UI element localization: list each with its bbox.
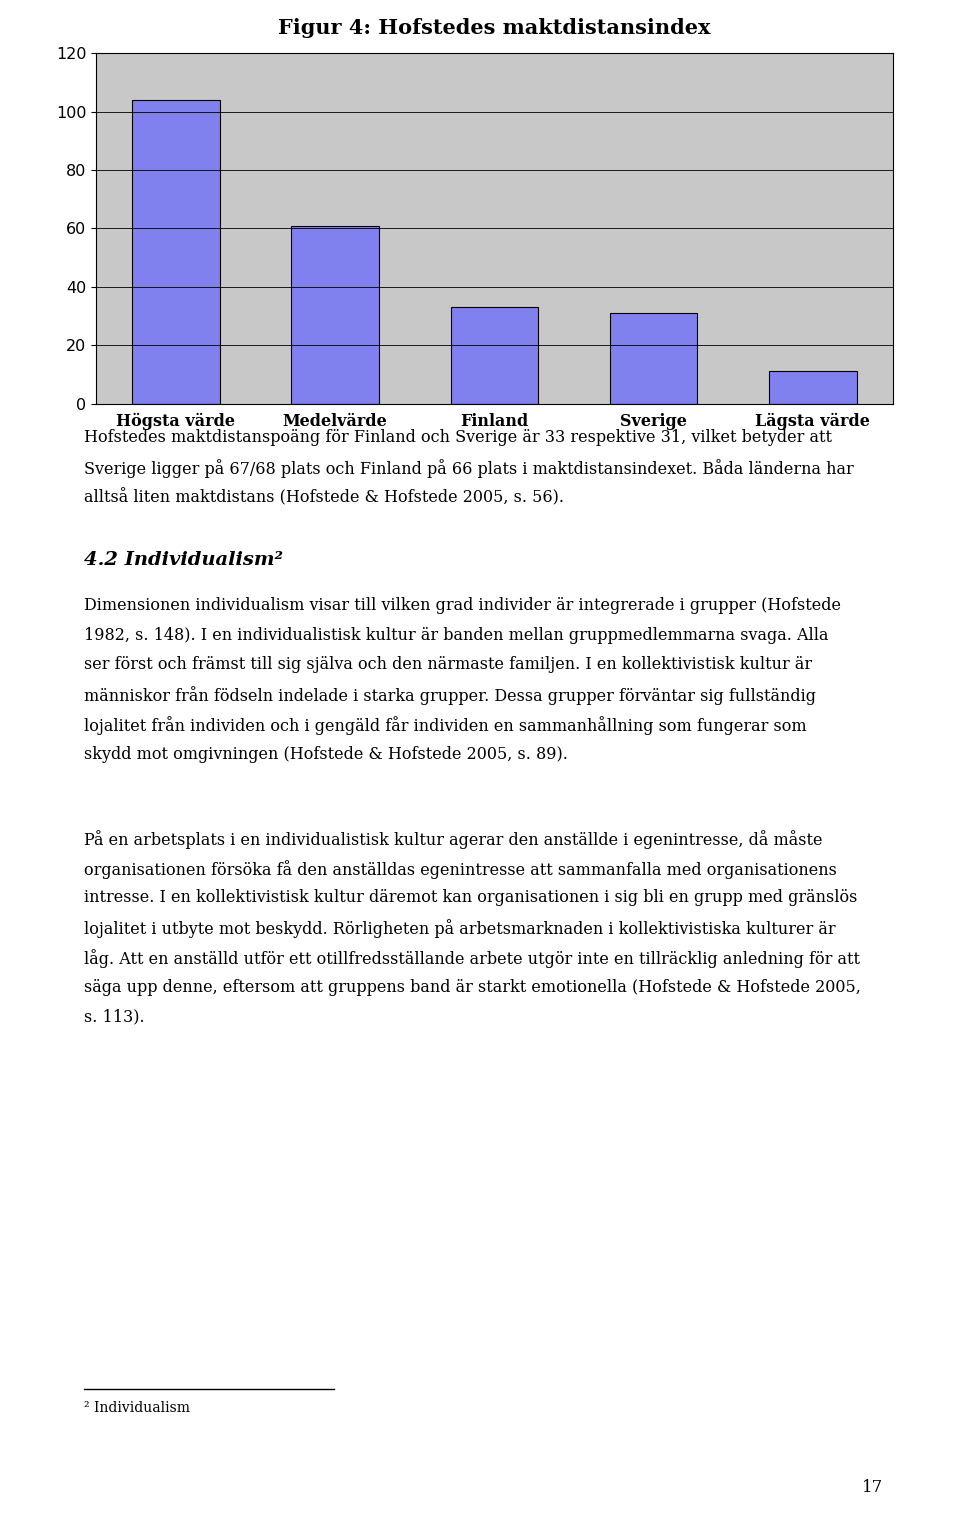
Text: s. 113).: s. 113). (84, 1008, 145, 1025)
Text: alltså liten maktdistans (Hofstede & Hofstede 2005, s. 56).: alltså liten maktdistans (Hofstede & Hof… (84, 489, 564, 507)
Text: ² Individualism: ² Individualism (84, 1401, 190, 1415)
Text: 1982, s. 148). I en individualistisk kultur är banden mellan gruppmedlemmarna sv: 1982, s. 148). I en individualistisk kul… (84, 627, 829, 644)
Text: 4.2 Individualism²: 4.2 Individualism² (84, 551, 283, 570)
Text: 17: 17 (862, 1479, 883, 1496)
Bar (610, 314, 697, 404)
Text: intresse. I en kollektivistisk kultur däremot kan organisationen i sig bli en gr: intresse. I en kollektivistisk kultur dä… (84, 889, 858, 906)
Text: Sverige ligger på 67/68 plats och Finland på 66 plats i maktdistansindexet. Båda: Sverige ligger på 67/68 plats och Finlan… (84, 460, 854, 478)
Text: säga upp denne, eftersom att gruppens band är starkt emotionella (Hofstede & Hof: säga upp denne, eftersom att gruppens ba… (84, 978, 861, 996)
Text: människor från födseln indelade i starka grupper. Dessa grupper förväntar sig fu: människor från födseln indelade i starka… (84, 685, 816, 705)
Bar (450, 308, 539, 404)
Text: skydd mot omgivningen (Hofstede & Hofstede 2005, s. 89).: skydd mot omgivningen (Hofstede & Hofste… (84, 746, 568, 763)
Text: organisationen försöka få den anställdas egenintresse att sammanfalla med organi: organisationen försöka få den anställdas… (84, 859, 837, 879)
Text: Dimensionen individualism visar till vilken grad individer är integrerade i grup: Dimensionen individualism visar till vil… (84, 597, 842, 614)
Bar (132, 101, 220, 404)
Text: låg. Att en anställd utför ett otillfredsställande arbete utgör inte en tillräck: låg. Att en anställd utför ett otillfred… (84, 949, 860, 967)
Text: lojalitet i utbyte mot beskydd. Rörligheten på arbetsmarknaden i kollektivistisk: lojalitet i utbyte mot beskydd. Rörlighe… (84, 920, 836, 938)
Text: lojalitet från individen och i gengäld får individen en sammanhållning som funge: lojalitet från individen och i gengäld f… (84, 716, 807, 734)
Text: Hofstedes maktdistanspoäng för Finland och Sverige är 33 respektive 31, vilket b: Hofstedes maktdistanspoäng för Finland o… (84, 429, 832, 446)
Title: Figur 4: Hofstedes maktdistansindex: Figur 4: Hofstedes maktdistansindex (278, 18, 710, 38)
Text: ser först och främst till sig själva och den närmaste familjen. I en kollektivis: ser först och främst till sig själva och… (84, 656, 812, 673)
Text: På en arbetsplats i en individualistisk kultur agerar den anställde i egenintres: På en arbetsplats i en individualistisk … (84, 830, 823, 848)
Bar (769, 372, 856, 404)
Bar (292, 225, 379, 404)
